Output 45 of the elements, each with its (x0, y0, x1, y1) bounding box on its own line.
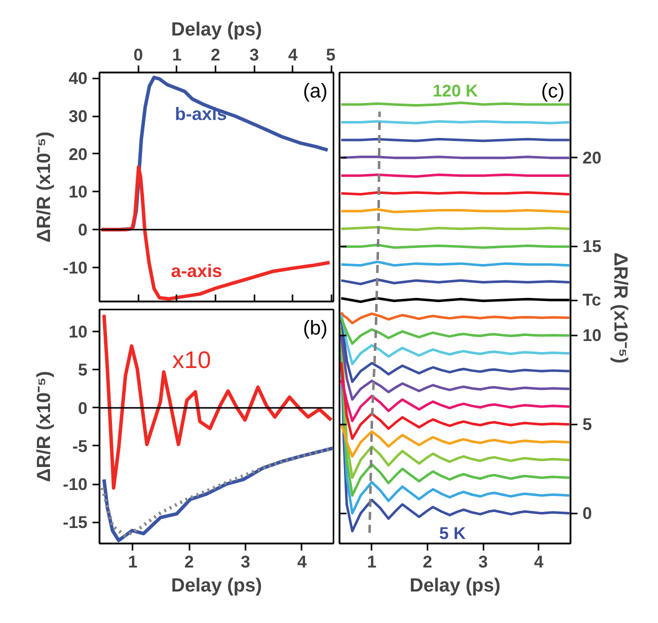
x-axis-title: Delay (ps) (171, 20, 262, 40)
x-tick-label: 4 (534, 552, 544, 572)
x-tick-label: 3 (249, 46, 259, 64)
series-label: 120 K (432, 82, 479, 101)
series-label: a-axis (171, 261, 222, 282)
x-axis-title: Delay (ps) (410, 576, 500, 596)
y-tick-label: 10 (68, 322, 88, 342)
series-label: x10 (172, 347, 211, 374)
x-tick-label: 5 (326, 46, 336, 64)
x-tick-label: 4 (288, 46, 298, 64)
y-tick-label: 5 (78, 360, 88, 380)
annotation: (c) (541, 80, 565, 102)
x-tick-label: 2 (422, 552, 432, 572)
annotation: (a) (303, 80, 328, 102)
x-axis-title: Delay (ps) (171, 576, 262, 596)
y-tick-label: 0 (78, 220, 88, 240)
x-tick-label: 2 (210, 46, 220, 64)
annotation: (b) (303, 318, 328, 340)
y-tick-label: 15 (582, 237, 602, 256)
y-axis-title: ΔR/R (x10⁻⁵) (34, 132, 55, 242)
y-tick-label: 30 (68, 107, 88, 126)
y-axis-title: ΔR/R (x10⁻⁵) (609, 252, 630, 364)
x-tick-label: 4 (297, 552, 308, 572)
y-tick-label: 20 (582, 148, 602, 168)
x-tick-label: 1 (128, 552, 138, 572)
y-tick-label: -10 (62, 258, 88, 278)
x-tick-label: 2 (184, 552, 194, 572)
y-tick-label: Tc (582, 290, 602, 310)
y-tick-label: 10 (582, 326, 602, 346)
y-tick-label: -15 (62, 513, 88, 532)
y-tick-label: 5 (582, 414, 592, 434)
y-tick-label: 0 (78, 398, 88, 418)
y-tick-label: 20 (68, 144, 88, 164)
y-tick-label: -10 (62, 475, 88, 494)
x-tick-label: 3 (478, 552, 488, 572)
series-label: 5 K (439, 524, 466, 544)
x-tick-label: 3 (240, 552, 250, 572)
x-tick-label: 1 (172, 46, 182, 64)
y-axis-title: ΔR/R (x10⁻⁵) (34, 371, 55, 482)
y-tick-label: 10 (68, 182, 88, 202)
y-tick-label: 40 (68, 69, 88, 88)
x-tick-label: 0 (133, 46, 143, 64)
x-tick-label: 1 (367, 552, 377, 572)
y-tick-label: 0 (582, 504, 592, 523)
y-tick-label: -5 (72, 436, 88, 456)
